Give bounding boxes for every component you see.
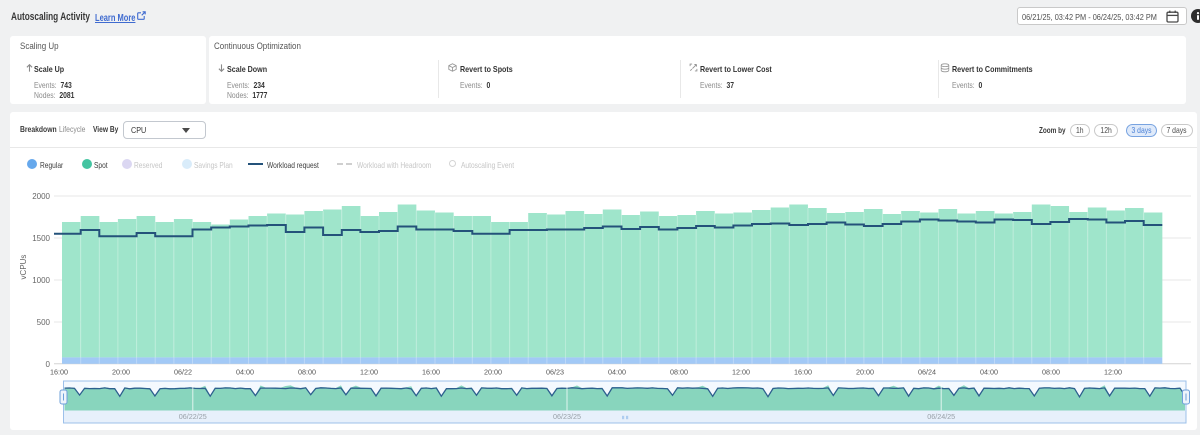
svg-text:1500: 1500 [32, 234, 50, 243]
svg-text:08:00: 08:00 [670, 368, 688, 377]
svg-text:04:00: 04:00 [236, 368, 254, 377]
svg-text:0: 0 [46, 360, 51, 369]
svg-text:1000: 1000 [32, 276, 50, 285]
svg-text:06/23/25: 06/23/25 [553, 412, 581, 421]
svg-text:20:00: 20:00 [112, 368, 130, 377]
svg-text:06/23: 06/23 [546, 368, 564, 377]
svg-text:16:00: 16:00 [50, 368, 68, 377]
svg-text:12:00: 12:00 [1104, 368, 1122, 377]
svg-text:12:00: 12:00 [732, 368, 750, 377]
svg-text:16:00: 16:00 [794, 368, 812, 377]
svg-text:06/22/25: 06/22/25 [179, 412, 207, 421]
svg-text:06/24: 06/24 [918, 368, 936, 377]
svg-text:vCPUs: vCPUs [19, 255, 28, 280]
svg-text:16:00: 16:00 [422, 368, 440, 377]
svg-text:06/22: 06/22 [174, 368, 192, 377]
svg-text:04:00: 04:00 [980, 368, 998, 377]
svg-text:20:00: 20:00 [484, 368, 502, 377]
svg-text:12:00: 12:00 [360, 368, 378, 377]
svg-text:04:00: 04:00 [608, 368, 626, 377]
svg-text:2000: 2000 [32, 192, 50, 201]
svg-text:06/24/25: 06/24/25 [927, 412, 955, 421]
svg-text:08:00: 08:00 [1042, 368, 1060, 377]
svg-text:20:00: 20:00 [856, 368, 874, 377]
svg-text:08:00: 08:00 [298, 368, 316, 377]
svg-text:500: 500 [37, 318, 51, 327]
